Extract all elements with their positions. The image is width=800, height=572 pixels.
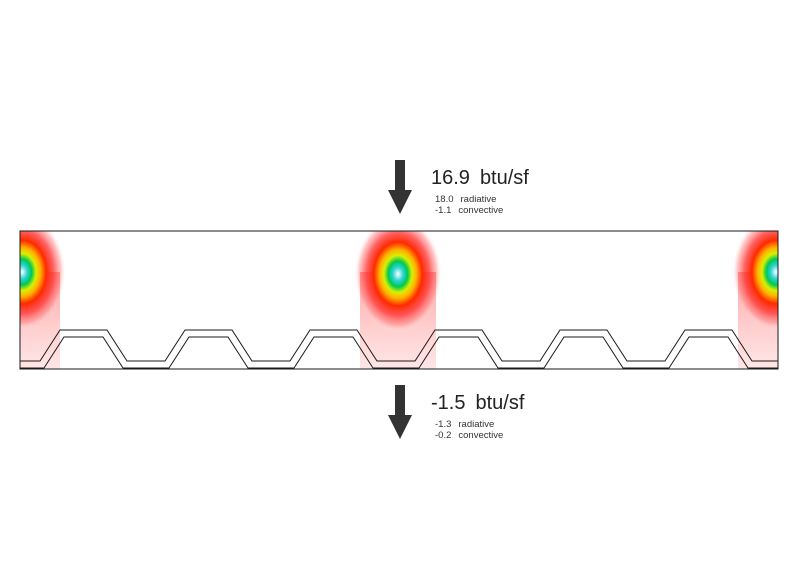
top-flux-total: 16.9 btu/sf [431, 167, 529, 190]
top-radiative-label: radiative [460, 194, 497, 205]
temperature-heatmap [20, 231, 778, 369]
bottom-flux-unit: btu/sf [475, 392, 525, 414]
bottom-flux-value: -1.5 [431, 392, 466, 414]
bottom-flux-total: -1.5 btu/sf [431, 392, 524, 415]
deck-bottom-line [20, 336, 778, 369]
corrugated-deck [20, 329, 778, 369]
heat-plume-center [354, 231, 442, 332]
top-radiative-value: 18.0 [435, 194, 454, 205]
bottom-convective-value: -0.2 [435, 430, 452, 441]
bottom-convective-label: convective [458, 430, 504, 441]
bottom-flux-convective: -0.2 convective [435, 430, 503, 441]
deck-top-line [20, 329, 778, 362]
heat-plume-left [20, 231, 66, 330]
heat-plume-right [732, 231, 778, 330]
down-arrow-icon [388, 160, 412, 214]
slab-outline [19, 230, 779, 370]
bottom-radiative-label: radiative [458, 419, 495, 430]
bottom-radiative-value: -1.3 [435, 419, 452, 430]
top-flux-unit: btu/sf [479, 167, 529, 189]
down-arrow-icon [388, 385, 412, 439]
top-flux-radiative: 18.0 radiative [435, 194, 496, 205]
top-convective-value: -1.1 [435, 205, 452, 216]
top-flux-convective: -1.1 convective [435, 205, 503, 216]
top-flux-value: 16.9 [431, 167, 470, 189]
top-convective-label: convective [458, 205, 504, 216]
bottom-flux-radiative: -1.3 radiative [435, 419, 494, 430]
